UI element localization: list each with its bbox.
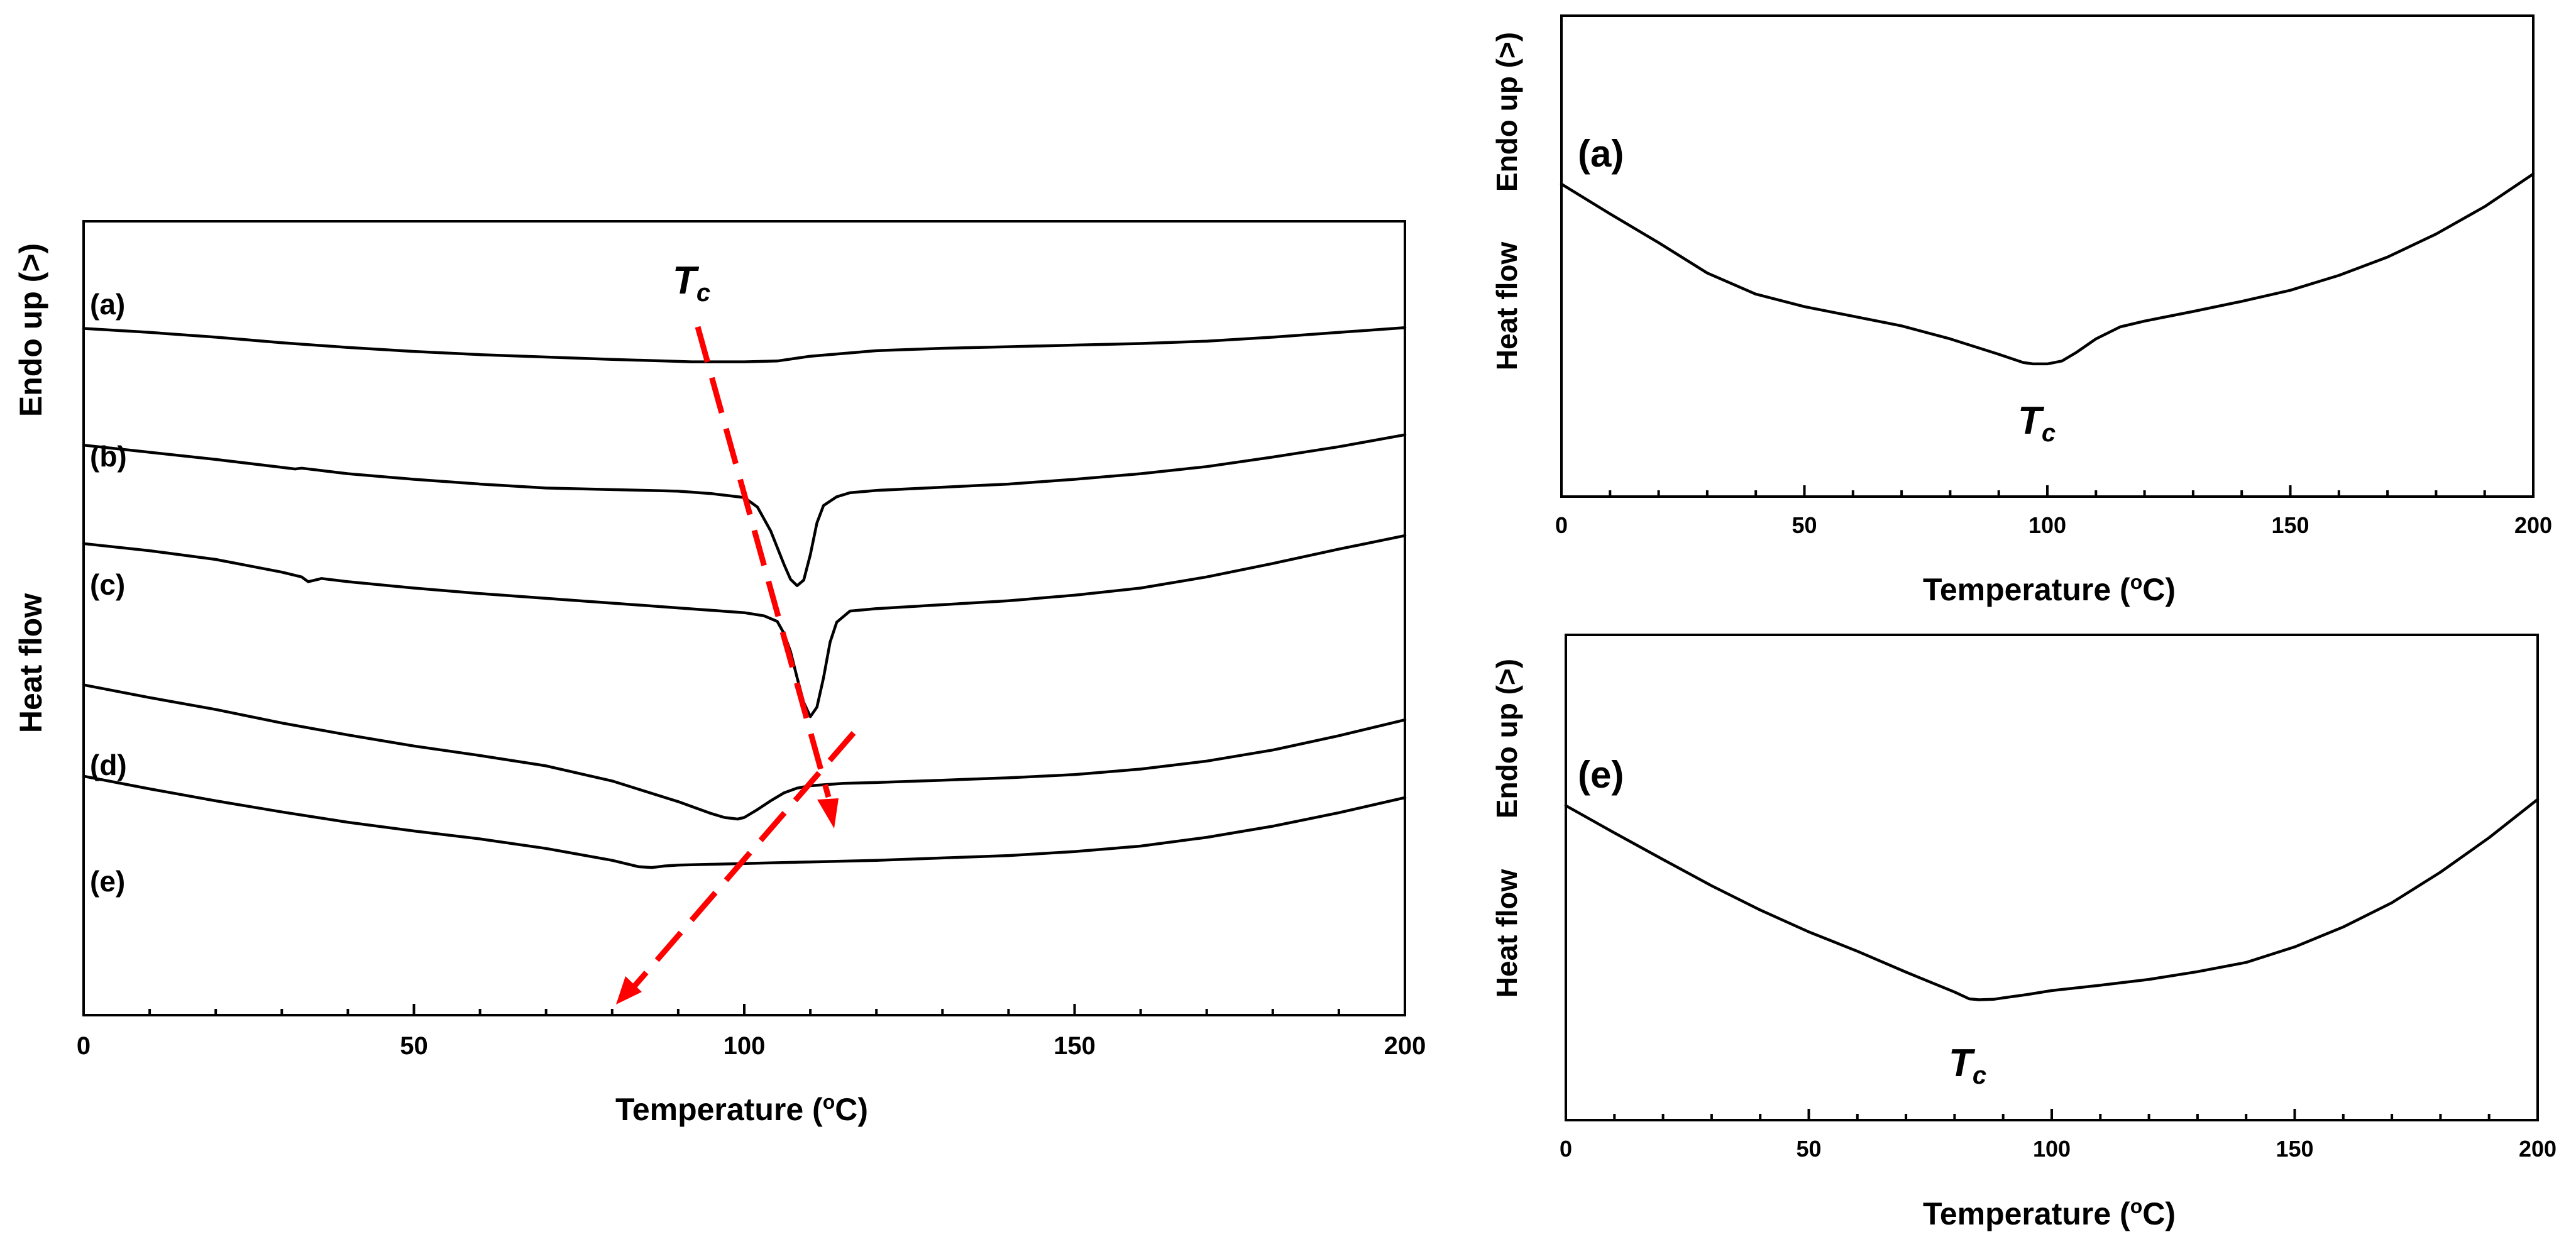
inset-a-x-tick-labels: 0 50 100 150 200 (1555, 512, 2552, 538)
dsc-curve-a (1560, 172, 2535, 366)
x-tick-label: 100 (2033, 1136, 2071, 1162)
x-tick-label: 50 (1792, 512, 1817, 538)
x-tick-label: 100 (724, 1032, 766, 1060)
inset-a-y-axis-title-endo-up: Endo up (>) (1490, 32, 1523, 192)
tc-trend-arrows (616, 326, 856, 1004)
main-x-axis-title: Temperature (oC) (615, 1091, 868, 1127)
main-y-axis-title-endo-up: Endo up (>) (13, 243, 48, 417)
dsc-curve-d (82, 683, 1407, 821)
inset-e-x-tick-labels: 0 50 100 150 200 (1560, 1136, 2557, 1162)
main-dsc-chart: 0 50 100 150 200 (a) (b) (c) (d) (e) Tc Temperat… (13, 220, 1426, 1127)
curve-label-c: (c) (90, 568, 125, 601)
inset-e-curves (1564, 798, 2540, 1001)
inset-e-plot-frame (1565, 634, 2539, 1121)
inset-e-x-ticks (1565, 1109, 2539, 1120)
x-tick-label: 50 (400, 1032, 428, 1060)
inset-e-panel-label: (e) (1578, 754, 1624, 796)
x-tick-label: 150 (2276, 1136, 2313, 1162)
x-tick-label: 200 (2514, 512, 2552, 538)
x-tick-label: 200 (2519, 1136, 2557, 1162)
inset-a-curves (1560, 172, 2535, 366)
dsc-curve-b (82, 433, 1407, 587)
tc-trend-arrowhead-down (817, 798, 839, 828)
x-tick-label: 150 (1054, 1032, 1096, 1060)
main-x-ticks (82, 1004, 1406, 1015)
x-tick-label: 0 (1560, 1136, 1572, 1162)
tc-trend-arrow-down (695, 326, 832, 798)
curve-label-d: (d) (90, 749, 127, 781)
inset-e-chart: 0 50 100 150 200 (e) Tc Temperature (oC) Hea… (1490, 634, 2557, 1231)
main-curves (82, 326, 1407, 869)
curve-label-b: (b) (90, 440, 127, 473)
x-tick-label: 150 (2271, 512, 2309, 538)
curve-label-e: (e) (90, 865, 125, 898)
tc-trend-arrowhead-left (616, 976, 642, 1004)
inset-e-y-axis-title-endo-up: Endo up (>) (1490, 659, 1523, 818)
dsc-curve-e (82, 774, 1407, 869)
inset-a-y-axis-title-heat-flow: Heat flow (1490, 242, 1523, 371)
main-x-tick-labels: 0 50 100 150 200 (77, 1032, 1426, 1060)
inset-e-y-axis-title-heat-flow: Heat flow (1490, 869, 1523, 998)
x-tick-label: 200 (1384, 1032, 1426, 1060)
main-curve-labels: (a) (b) (c) (d) (e) (90, 288, 127, 898)
inset-a-x-ticks (1560, 485, 2535, 497)
inset-e-x-axis-title: Temperature (oC) (1923, 1195, 2176, 1231)
x-tick-label: 0 (1555, 512, 1568, 538)
dsc-curve-a (82, 326, 1407, 363)
main-tc-label: Tc (673, 259, 710, 307)
tc-trend-arrow-left (632, 731, 856, 988)
curve-label-a: (a) (90, 288, 125, 321)
inset-a-tc-label: Tc (2018, 399, 2056, 447)
inset-a-panel-label: (a) (1578, 133, 1624, 175)
x-tick-label: 0 (77, 1032, 91, 1060)
main-y-axis-title-heat-flow: Heat flow (13, 593, 48, 733)
dsc-curve-e (1564, 798, 2540, 1001)
inset-a-chart: 0 50 100 150 200 (a) Tc Temperature (oC) Hea… (1490, 14, 2552, 607)
dsc-curve-c (82, 534, 1407, 718)
x-tick-label: 100 (2028, 512, 2066, 538)
x-tick-label: 50 (1796, 1136, 1821, 1162)
inset-e-tc-label: Tc (1949, 1042, 1986, 1089)
inset-a-x-axis-title: Temperature (oC) (1923, 571, 2176, 607)
